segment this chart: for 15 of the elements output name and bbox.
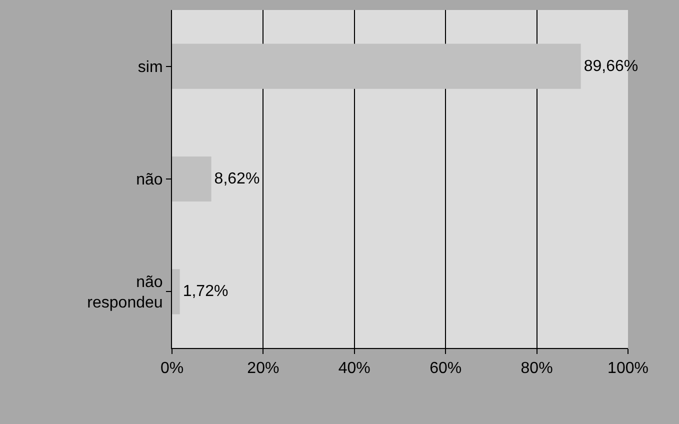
bar [172,269,180,314]
x-tick-label: 100% [608,360,648,378]
y-tick-label: não [136,172,163,189]
bar [172,156,212,202]
data-label: 89,66% [584,58,638,75]
y-tick-label: não respondeu [87,274,163,312]
x-tick-label: 0% [160,360,184,378]
x-tick-label: 20% [247,360,280,378]
data-label: 8,62% [214,170,260,188]
x-tick-label: 40% [338,360,370,378]
data-label: 1,72% [182,283,228,300]
bar [172,44,581,89]
x-tick-label: 60% [430,360,462,378]
x-tick-label: 80% [520,360,553,378]
y-tick-label: sim [138,58,163,76]
